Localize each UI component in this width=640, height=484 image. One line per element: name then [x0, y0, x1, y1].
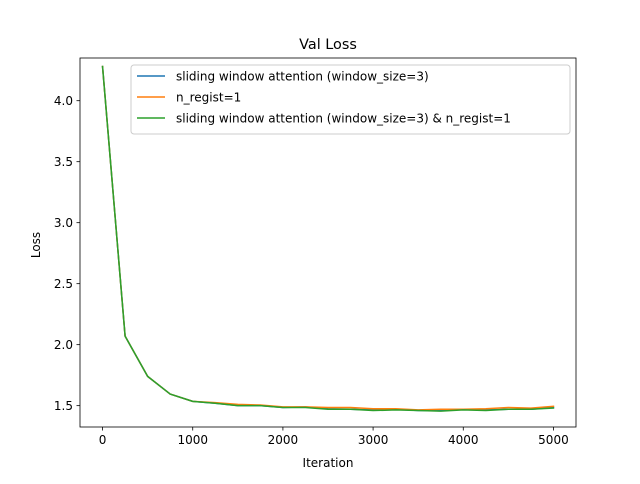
x-tick-label: 0: [99, 433, 107, 447]
x-tick-label: 1000: [177, 433, 208, 447]
y-tick-label: 2.0: [54, 338, 73, 352]
x-tick-label: 4000: [448, 433, 479, 447]
y-tick-label: 1.5: [54, 399, 73, 413]
x-tick-label: 3000: [358, 433, 389, 447]
y-tick-label: 3.0: [54, 216, 73, 230]
chart-title: Val Loss: [299, 37, 357, 53]
legend-label-1: sliding window attention (window_size=3): [176, 70, 429, 84]
series-line-3: [101, 65, 555, 412]
y-tick-label: 4.0: [54, 94, 73, 108]
x-axis-label: Iteration: [303, 456, 354, 470]
x-tick-label: 2000: [268, 433, 299, 447]
legend-label-2: n_regist=1: [176, 91, 241, 105]
legend-label-3: sliding window attention (window_size=3)…: [176, 112, 511, 126]
y-tick-label: 3.5: [54, 155, 73, 169]
legend-box: [130, 64, 571, 135]
y-axis-label: Loss: [29, 232, 43, 258]
x-tick-label: 5000: [538, 433, 569, 447]
plot-frame: [79, 57, 577, 428]
y-tick-label: 2.5: [54, 277, 73, 291]
